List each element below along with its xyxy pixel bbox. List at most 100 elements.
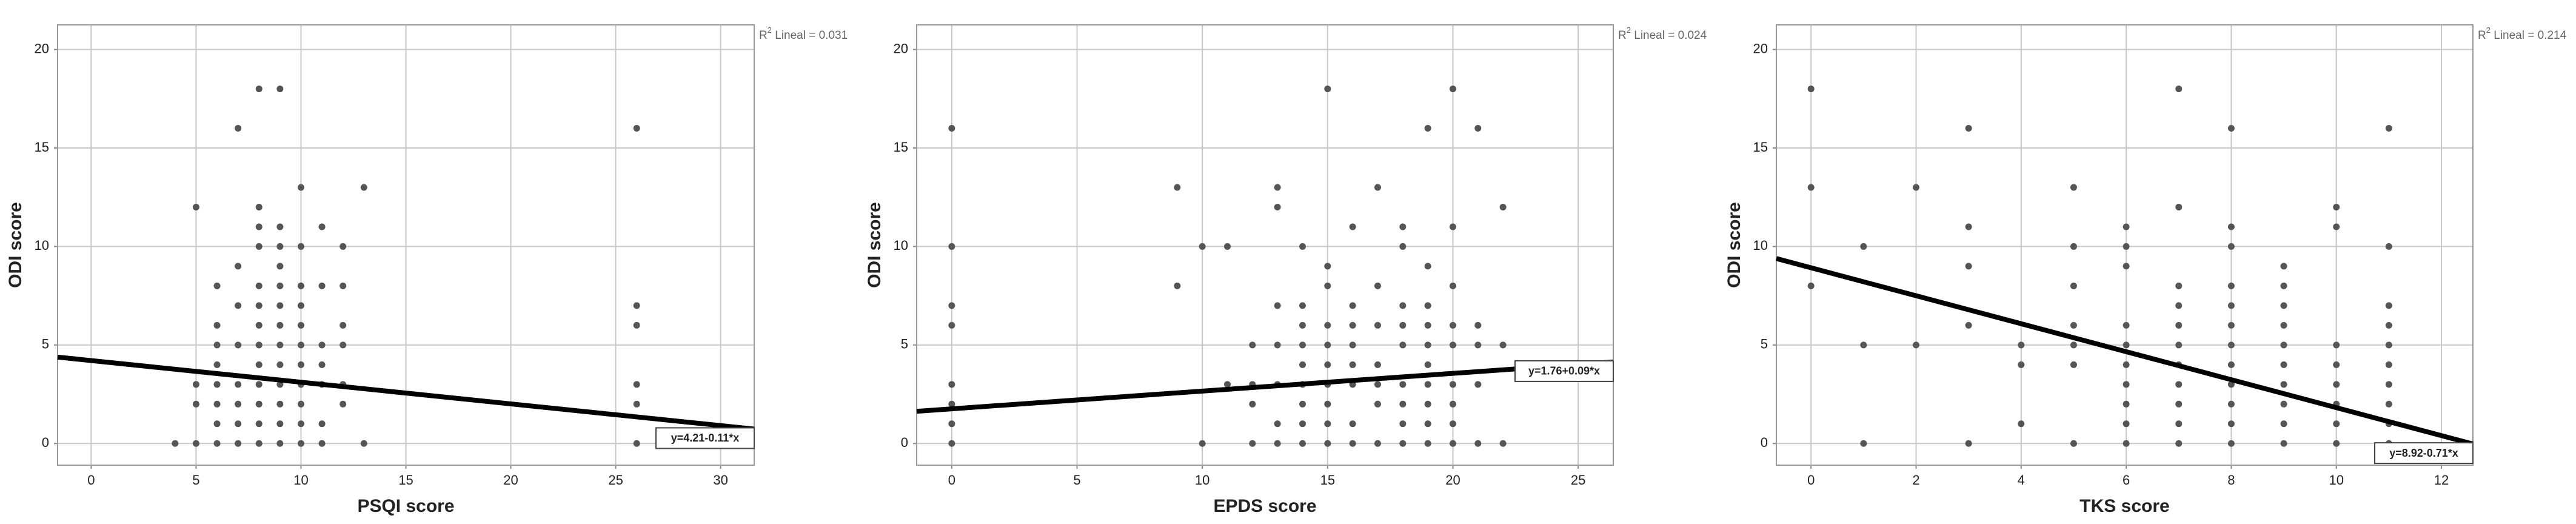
point xyxy=(2018,361,2025,368)
point xyxy=(2175,341,2183,349)
x-tick-label: 8 xyxy=(2227,472,2235,488)
point xyxy=(2123,440,2130,447)
point xyxy=(297,440,304,447)
point xyxy=(2070,321,2077,329)
point xyxy=(2123,361,2130,368)
point xyxy=(2175,302,2183,309)
point xyxy=(192,400,199,408)
point xyxy=(633,440,640,447)
point xyxy=(255,243,263,250)
y-tick-label: 20 xyxy=(1753,41,1768,56)
point xyxy=(1224,243,1231,250)
point xyxy=(1965,223,1972,230)
point xyxy=(2123,263,2130,270)
point xyxy=(276,302,284,309)
point xyxy=(2175,381,2183,388)
point xyxy=(1299,321,1306,329)
point xyxy=(2227,282,2235,289)
r2-sup: 2 xyxy=(2486,25,2491,35)
point xyxy=(2385,125,2392,132)
point xyxy=(2227,341,2235,349)
fit-label: y=8.92-0.71*x xyxy=(2389,447,2458,459)
y-tick-label: 15 xyxy=(35,139,49,155)
point xyxy=(1299,243,1306,250)
point xyxy=(1249,341,1256,349)
point xyxy=(213,341,221,349)
y-tick-label: 0 xyxy=(42,435,49,450)
y-tick-label: 5 xyxy=(42,337,49,352)
y-axis-label: ODI score xyxy=(1724,202,1744,288)
point xyxy=(1449,321,1456,329)
x-axis-label: PSQI score xyxy=(357,496,454,516)
plot-frame xyxy=(57,24,755,466)
point xyxy=(255,341,263,349)
point xyxy=(2175,203,2183,210)
point xyxy=(192,440,199,447)
point xyxy=(235,302,242,309)
point xyxy=(2280,440,2287,447)
point xyxy=(1807,184,1815,191)
point xyxy=(213,282,221,289)
point xyxy=(276,86,284,93)
point xyxy=(276,282,284,289)
r2-text: Lineal = 0.214 xyxy=(2491,29,2567,42)
point xyxy=(318,223,326,230)
point xyxy=(213,361,221,368)
point xyxy=(1349,302,1356,309)
point xyxy=(1912,341,1919,349)
point xyxy=(1860,440,1867,447)
point xyxy=(1349,420,1356,428)
point xyxy=(2280,263,2287,270)
point xyxy=(2227,223,2235,230)
x-tick-label: 20 xyxy=(1445,472,1460,488)
point xyxy=(192,203,199,210)
point xyxy=(1324,321,1331,329)
point xyxy=(1965,263,1972,270)
point xyxy=(1324,400,1331,408)
point xyxy=(1399,321,1407,329)
y-axis-label: ODI score xyxy=(5,202,25,288)
x-tick-label: 15 xyxy=(398,472,413,488)
point xyxy=(1324,341,1331,349)
point xyxy=(1349,321,1356,329)
point xyxy=(1860,341,1867,349)
point xyxy=(2227,420,2235,428)
point xyxy=(255,420,263,428)
r2-label: R2 Lineal = 0.214 xyxy=(2478,25,2567,42)
point xyxy=(255,282,263,289)
r2-base: R xyxy=(2478,29,2486,42)
point xyxy=(2280,361,2287,368)
point xyxy=(1374,184,1381,191)
y-tick-label: 15 xyxy=(894,139,908,155)
point xyxy=(1399,381,1407,388)
x-tick-label: 10 xyxy=(293,472,308,488)
point xyxy=(1474,321,1482,329)
point xyxy=(297,361,304,368)
point xyxy=(318,440,326,447)
point xyxy=(1449,381,1456,388)
point xyxy=(2070,184,2077,191)
point xyxy=(1399,420,1407,428)
point xyxy=(2385,302,2392,309)
x-axis-label: TKS score xyxy=(2079,496,2169,516)
point xyxy=(1499,341,1507,349)
point xyxy=(2070,440,2077,447)
point xyxy=(276,243,284,250)
point xyxy=(255,440,263,447)
point xyxy=(1912,184,1919,191)
point xyxy=(318,282,326,289)
point xyxy=(1324,361,1331,368)
point xyxy=(297,321,304,329)
x-tick-label: 0 xyxy=(87,472,95,488)
r2-sup: 2 xyxy=(768,25,772,35)
point xyxy=(1324,282,1331,289)
y-tick-label: 5 xyxy=(1761,337,1768,352)
point xyxy=(633,321,640,329)
point xyxy=(2123,321,2130,329)
point xyxy=(1399,302,1407,309)
point xyxy=(1374,282,1381,289)
point xyxy=(2333,341,2340,349)
point xyxy=(948,302,955,309)
point xyxy=(2333,203,2340,210)
